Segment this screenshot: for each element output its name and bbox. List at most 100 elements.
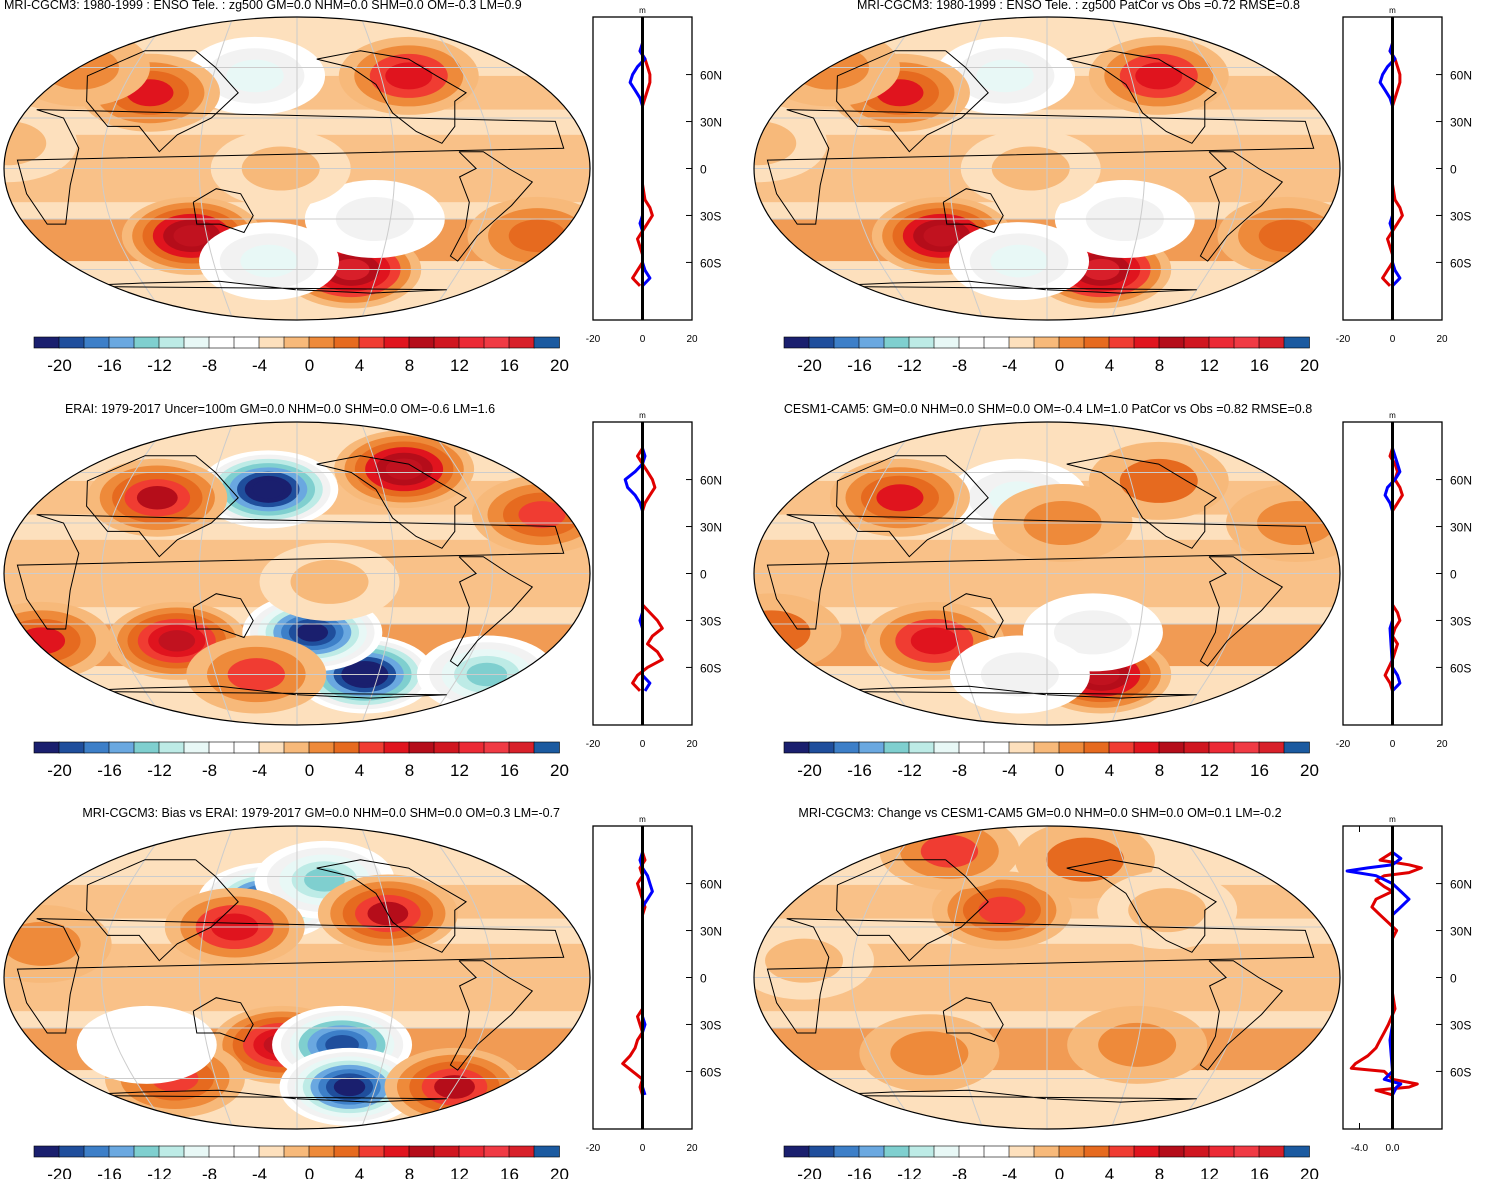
- colorbar-swatch: [483, 1145, 510, 1158]
- colorbar-swatch: [208, 1145, 235, 1158]
- zonal-x-label: 20: [686, 1143, 698, 1154]
- colorbar-swatch: [108, 741, 135, 754]
- field-contour: [385, 458, 423, 480]
- colorbar-tick-label: 12: [1200, 761, 1219, 780]
- colorbar-swatch: [33, 1145, 60, 1158]
- coastline: [766, 918, 1315, 1034]
- colorbar-tick-label: -16: [847, 356, 872, 375]
- colorbar-tick-label: 12: [450, 356, 469, 375]
- zonal-lat-label: 0: [700, 163, 707, 177]
- colorbar-swatch: [933, 741, 960, 754]
- coastline: [1066, 50, 1218, 144]
- colorbar-tick-label: 20: [550, 1165, 569, 1179]
- colorbar-swatch: [483, 336, 510, 349]
- zonal-lat-label: 60N: [1450, 878, 1472, 892]
- colorbar-swatch: [808, 336, 835, 349]
- zonal-x-label: -20: [586, 1143, 601, 1154]
- colorbar-swatch: [1158, 741, 1185, 754]
- colorbar-tick-label: -20: [47, 356, 72, 375]
- colorbar-swatch: [408, 336, 435, 349]
- zonal-x-label: -4.0: [1351, 1143, 1369, 1154]
- colorbar-tick-label: -16: [97, 1165, 122, 1179]
- zonal-x-label: 20: [686, 739, 698, 750]
- field-contour: [876, 484, 924, 512]
- colorbar-swatch: [133, 1145, 160, 1158]
- colorbar-tick-label: 8: [405, 761, 414, 780]
- colorbar-swatch: [958, 1145, 985, 1158]
- map-border: [753, 421, 1341, 726]
- panel-p2: MRI-CGCM3: 1980-1999 : ENSO Tele. : zg50…: [753, 0, 1472, 375]
- colorbar-swatch: [83, 1145, 110, 1158]
- panel-title: MRI-CGCM3: 1980-1999 : ENSO Tele. : zg50…: [4, 0, 522, 12]
- colorbar-tick-label: 4: [355, 1165, 364, 1179]
- colorbar-swatch: [1133, 741, 1160, 754]
- colorbar-tick-label: -12: [147, 761, 172, 780]
- map-field: [754, 422, 1340, 725]
- zonal-x-label: 20: [686, 334, 698, 345]
- zonal-x-label: 0: [1390, 334, 1396, 345]
- coastline: [86, 455, 239, 558]
- coastline: [16, 918, 565, 1034]
- longitude-gridline: [851, 826, 920, 1129]
- field-contour: [333, 1077, 366, 1097]
- coastline: [192, 593, 254, 639]
- colorbar-swatch: [1083, 336, 1110, 349]
- colorbar-swatch: [158, 1145, 185, 1158]
- colorbar-swatch: [58, 1145, 85, 1158]
- field-contour: [910, 627, 958, 655]
- zonal-lat-label: 60N: [700, 69, 722, 83]
- colorbar-swatch: [1233, 336, 1260, 349]
- coastline: [316, 455, 468, 549]
- colorbar-swatch: [533, 741, 560, 754]
- zonal-lat-label: 0: [700, 568, 707, 582]
- panel-title: MRI-CGCM3: 1980-1999 : ENSO Tele. : zg50…: [857, 0, 1300, 12]
- colorbar-swatch: [408, 1145, 435, 1158]
- coastline: [449, 960, 534, 1071]
- zonal-lat-label: 30N: [700, 521, 722, 535]
- field-contour: [1258, 219, 1317, 253]
- colorbar-tick-label: 8: [1155, 761, 1164, 780]
- coastline: [1199, 151, 1284, 262]
- colorbar-swatch: [108, 336, 135, 349]
- colorbar-swatch: [983, 336, 1010, 349]
- colorbar-swatch: [533, 336, 560, 349]
- colorbar-tick-label: 8: [1155, 1165, 1164, 1179]
- colorbar-swatch: [333, 336, 360, 349]
- colorbar-swatch: [808, 741, 835, 754]
- zonal-lat-label: 60N: [700, 878, 722, 892]
- colorbar-tick-label: -16: [97, 761, 122, 780]
- colorbar-tick-label: -8: [952, 356, 967, 375]
- colorbar-tick-label: -16: [847, 761, 872, 780]
- field-contour: [923, 225, 961, 247]
- colorbar-swatch: [383, 336, 410, 349]
- colorbar-tick-label: 12: [1200, 356, 1219, 375]
- colorbar-tick-label: 16: [1250, 356, 1269, 375]
- colorbar-tick-label: -16: [847, 1165, 872, 1179]
- colorbar-swatch: [1158, 1145, 1185, 1158]
- colorbar-swatch: [133, 336, 160, 349]
- zonal-x-label: 20: [1436, 739, 1448, 750]
- field-contour: [226, 59, 284, 93]
- colorbar-swatch: [858, 336, 885, 349]
- zonal-lat-label: 30S: [700, 209, 721, 223]
- colorbar-swatch: [883, 741, 910, 754]
- zonal-lat-label: 30S: [1450, 614, 1471, 628]
- colorbar-swatch: [333, 741, 360, 754]
- colorbar-swatch: [458, 1145, 485, 1158]
- colorbar-swatch: [358, 741, 385, 754]
- zonal-x-label: 0: [640, 334, 646, 345]
- field-contour: [1119, 458, 1198, 503]
- colorbar-swatch: [1258, 741, 1285, 754]
- field-contour: [107, 1022, 186, 1067]
- map-border: [3, 825, 591, 1130]
- colorbar-swatch: [858, 741, 885, 754]
- zonal-lat-label: 0: [1450, 568, 1457, 582]
- colorbar-swatch: [933, 336, 960, 349]
- field-contour: [754, 593, 842, 672]
- colorbar-swatch: [133, 741, 160, 754]
- colorbar-swatch: [958, 336, 985, 349]
- zonal-units: m: [1389, 411, 1396, 420]
- colorbar-swatch: [183, 1145, 210, 1158]
- coastline: [766, 514, 1315, 630]
